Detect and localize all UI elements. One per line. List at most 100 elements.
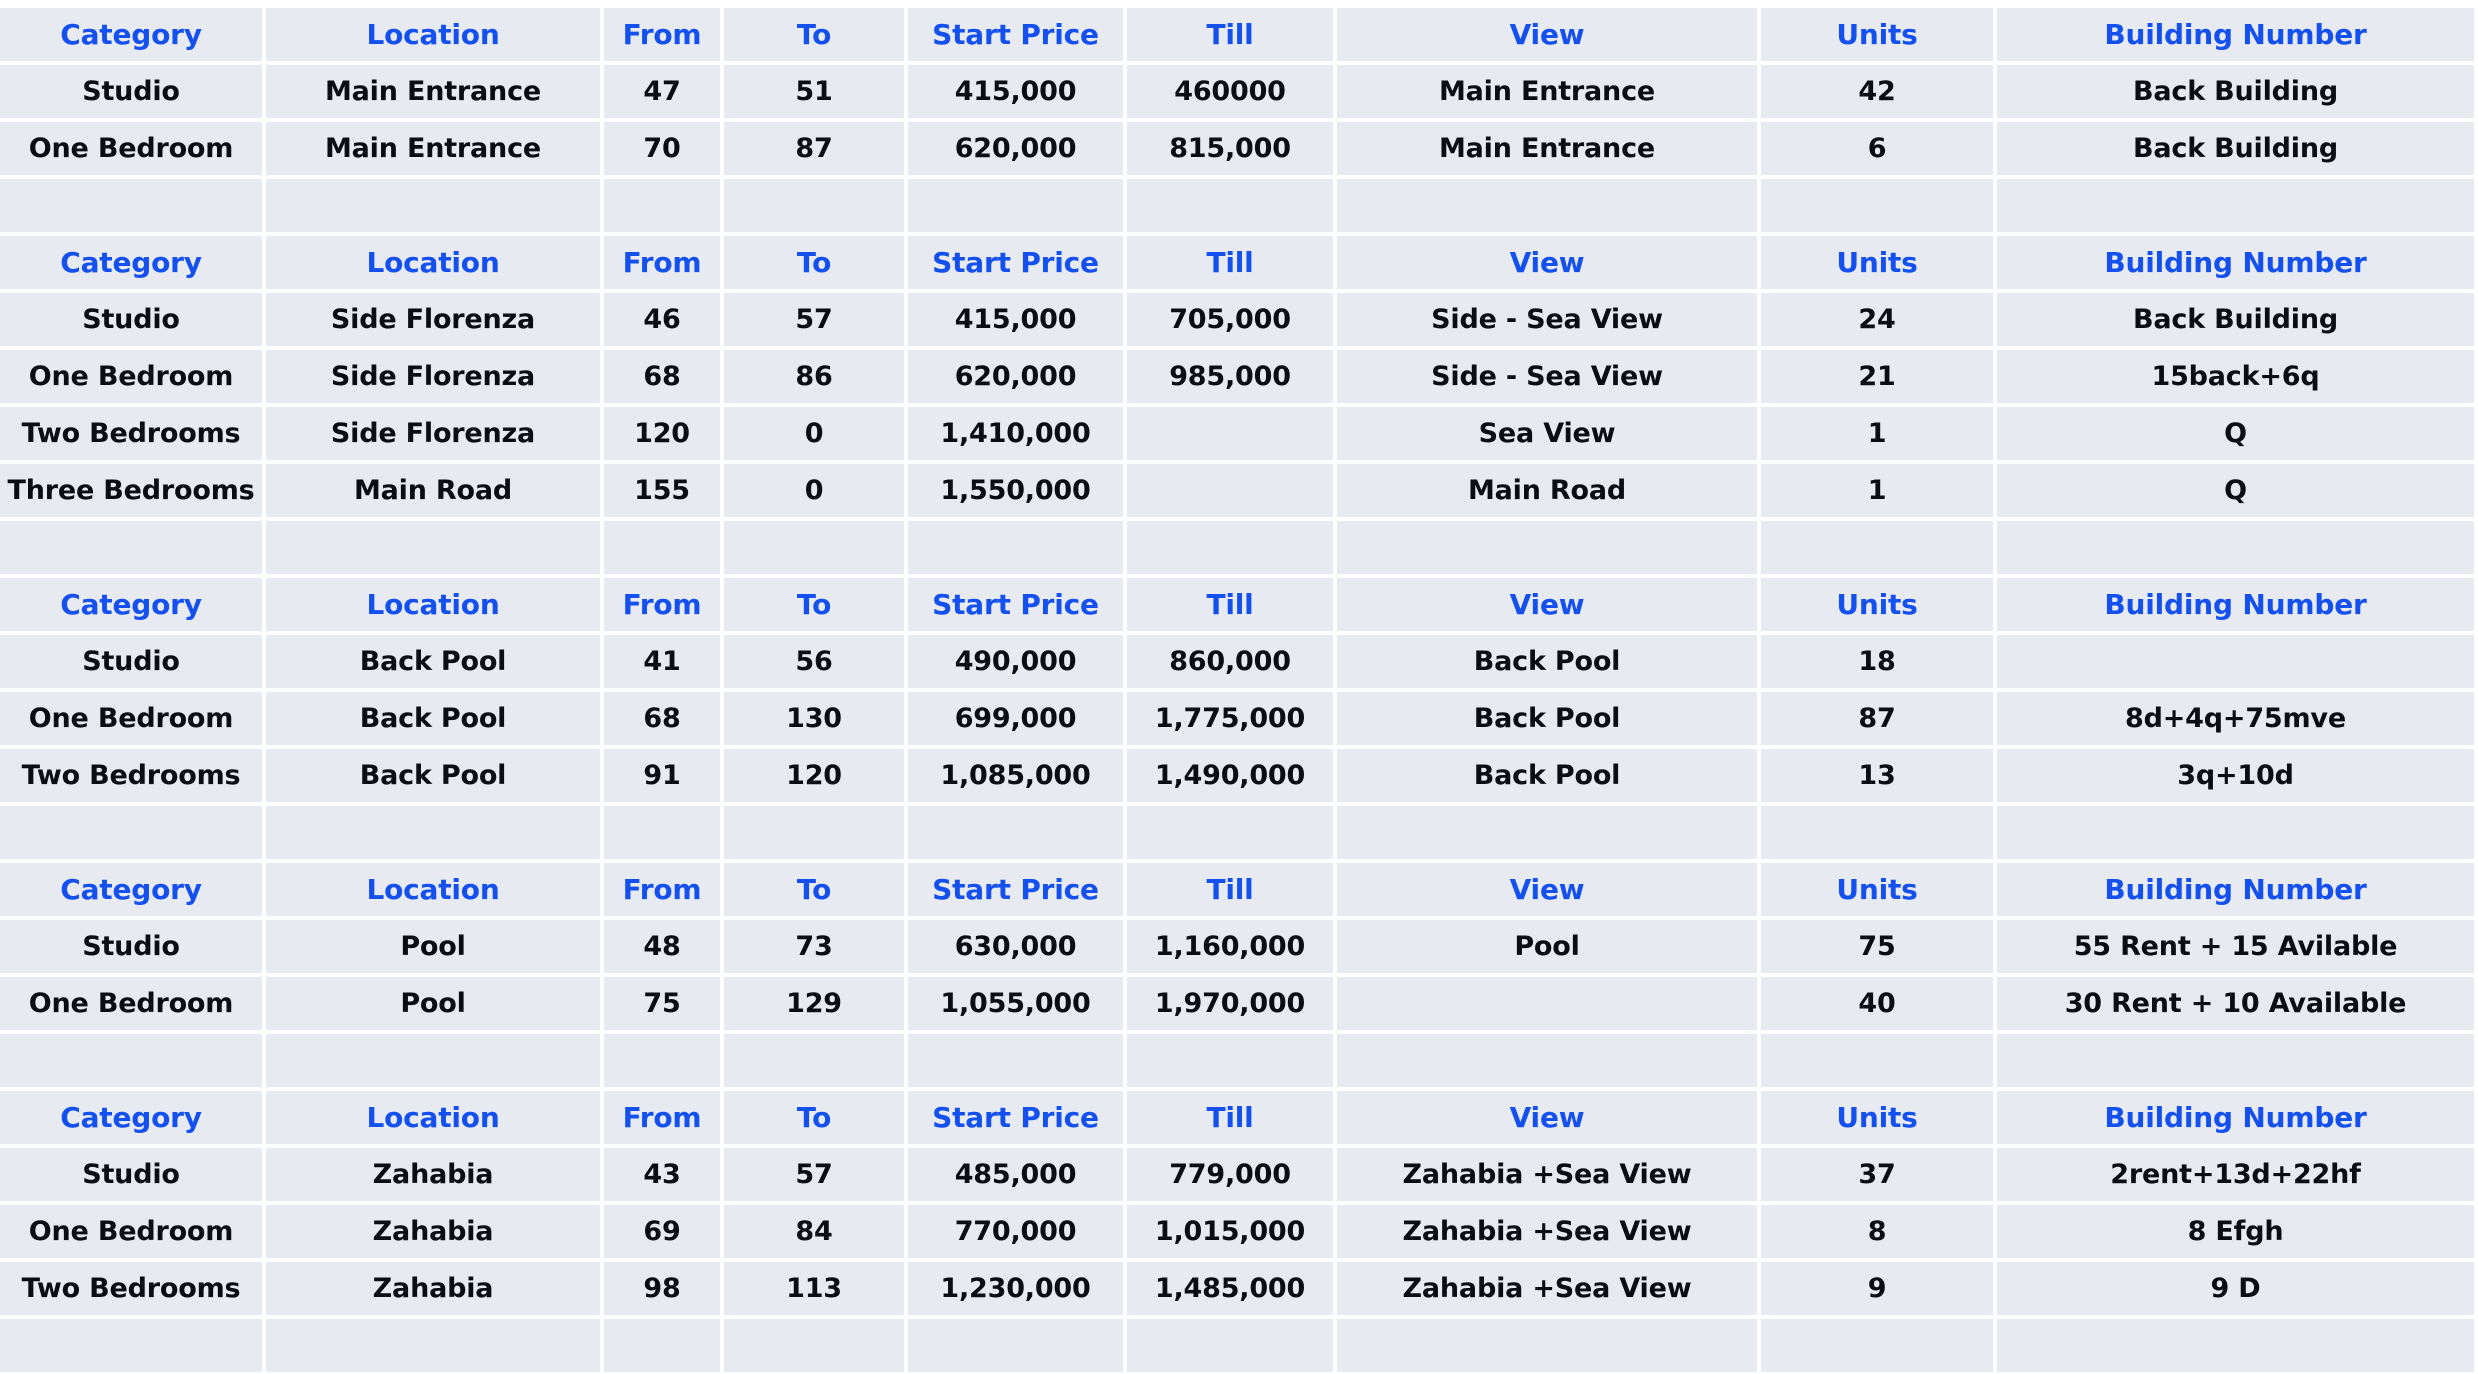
column-header[interactable]: To [724, 1091, 904, 1144]
cell[interactable]: 415,000 [908, 293, 1123, 346]
spacer-cell[interactable] [1761, 1319, 1993, 1372]
column-header[interactable]: Building Number [1997, 8, 2474, 61]
cell[interactable]: Zahabia [266, 1262, 600, 1315]
cell[interactable]: 41 [604, 635, 720, 688]
cell[interactable]: Studio [0, 1148, 262, 1201]
cell[interactable]: 770,000 [908, 1205, 1123, 1258]
column-header[interactable]: Category [0, 8, 262, 61]
column-header[interactable]: To [724, 578, 904, 631]
cell[interactable]: 485,000 [908, 1148, 1123, 1201]
cell[interactable]: 120 [724, 749, 904, 802]
column-header[interactable]: Building Number [1997, 1091, 2474, 1144]
spacer-cell[interactable] [1337, 179, 1757, 232]
spacer-cell[interactable] [1127, 806, 1333, 859]
cell[interactable]: 70 [604, 122, 720, 175]
cell[interactable]: 84 [724, 1205, 904, 1258]
cell[interactable]: 42 [1761, 65, 1993, 118]
cell[interactable]: 620,000 [908, 350, 1123, 403]
cell[interactable]: Back Pool [1337, 749, 1757, 802]
column-header[interactable]: View [1337, 8, 1757, 61]
cell[interactable]: Main Road [1337, 464, 1757, 517]
cell[interactable]: 37 [1761, 1148, 1993, 1201]
column-header[interactable]: Start Price [908, 236, 1123, 289]
cell[interactable]: 1,410,000 [908, 407, 1123, 460]
cell[interactable]: 15back+6q [1997, 350, 2474, 403]
cell[interactable]: 75 [1761, 920, 1993, 973]
cell[interactable]: 47 [604, 65, 720, 118]
spacer-cell[interactable] [604, 521, 720, 574]
cell[interactable]: 1,015,000 [1127, 1205, 1333, 1258]
spacer-cell[interactable] [1997, 806, 2474, 859]
cell[interactable]: Back Building [1997, 122, 2474, 175]
spacer-cell[interactable] [724, 179, 904, 232]
column-header[interactable]: Category [0, 1091, 262, 1144]
cell[interactable]: 1 [1761, 407, 1993, 460]
column-header[interactable]: Building Number [1997, 236, 2474, 289]
column-header[interactable]: Units [1761, 236, 1993, 289]
spacer-cell[interactable] [908, 179, 1123, 232]
cell[interactable]: 98 [604, 1262, 720, 1315]
column-header[interactable]: Start Price [908, 1091, 1123, 1144]
spacer-cell[interactable] [1127, 521, 1333, 574]
spacer-cell[interactable] [908, 521, 1123, 574]
cell[interactable]: 1,970,000 [1127, 977, 1333, 1030]
cell[interactable]: 6 [1761, 122, 1993, 175]
spacer-cell[interactable] [1337, 1319, 1757, 1372]
cell[interactable]: Main Entrance [1337, 122, 1757, 175]
cell[interactable]: 1,055,000 [908, 977, 1123, 1030]
cell[interactable]: 415,000 [908, 65, 1123, 118]
cell[interactable]: Main Entrance [266, 122, 600, 175]
cell[interactable] [1337, 977, 1757, 1030]
cell[interactable]: 1,775,000 [1127, 692, 1333, 745]
column-header[interactable]: Location [266, 863, 600, 916]
cell[interactable]: 9 [1761, 1262, 1993, 1315]
cell[interactable]: 1,230,000 [908, 1262, 1123, 1315]
cell[interactable]: 48 [604, 920, 720, 973]
spacer-cell[interactable] [1761, 521, 1993, 574]
cell[interactable]: 3q+10d [1997, 749, 2474, 802]
cell[interactable]: 630,000 [908, 920, 1123, 973]
column-header[interactable]: From [604, 8, 720, 61]
spacer-cell[interactable] [0, 1034, 262, 1087]
cell[interactable]: Main Road [266, 464, 600, 517]
cell[interactable] [1127, 464, 1333, 517]
cell[interactable]: Two Bedrooms [0, 407, 262, 460]
spacer-cell[interactable] [1127, 1319, 1333, 1372]
cell[interactable]: Side Florenza [266, 407, 600, 460]
column-header[interactable]: Till [1127, 1091, 1333, 1144]
cell[interactable]: Pool [266, 920, 600, 973]
cell[interactable]: 91 [604, 749, 720, 802]
cell[interactable]: 8 Efgh [1997, 1205, 2474, 1258]
cell[interactable]: 0 [724, 407, 904, 460]
spacer-cell[interactable] [604, 1319, 720, 1372]
cell[interactable]: Back Building [1997, 293, 2474, 346]
column-header[interactable]: View [1337, 863, 1757, 916]
spacer-cell[interactable] [0, 521, 262, 574]
cell[interactable]: Two Bedrooms [0, 749, 262, 802]
cell[interactable]: 1,485,000 [1127, 1262, 1333, 1315]
cell[interactable]: 155 [604, 464, 720, 517]
column-header[interactable]: To [724, 236, 904, 289]
cell[interactable]: Studio [0, 635, 262, 688]
cell[interactable]: 1,490,000 [1127, 749, 1333, 802]
cell[interactable]: Zahabia +Sea View [1337, 1148, 1757, 1201]
cell[interactable]: One Bedroom [0, 1205, 262, 1258]
cell[interactable]: 8 [1761, 1205, 1993, 1258]
cell[interactable]: 69 [604, 1205, 720, 1258]
spacer-cell[interactable] [908, 1034, 1123, 1087]
cell[interactable]: 75 [604, 977, 720, 1030]
column-header[interactable]: Till [1127, 8, 1333, 61]
cell[interactable]: 129 [724, 977, 904, 1030]
cell[interactable]: 699,000 [908, 692, 1123, 745]
cell[interactable]: One Bedroom [0, 350, 262, 403]
cell[interactable]: 779,000 [1127, 1148, 1333, 1201]
cell[interactable]: Side Florenza [266, 293, 600, 346]
spacer-cell[interactable] [266, 179, 600, 232]
cell[interactable]: Side Florenza [266, 350, 600, 403]
cell[interactable]: Back Pool [266, 692, 600, 745]
spacer-cell[interactable] [724, 1319, 904, 1372]
cell[interactable]: Back Pool [1337, 692, 1757, 745]
cell[interactable]: Zahabia +Sea View [1337, 1262, 1757, 1315]
cell[interactable]: 40 [1761, 977, 1993, 1030]
cell[interactable]: 490,000 [908, 635, 1123, 688]
